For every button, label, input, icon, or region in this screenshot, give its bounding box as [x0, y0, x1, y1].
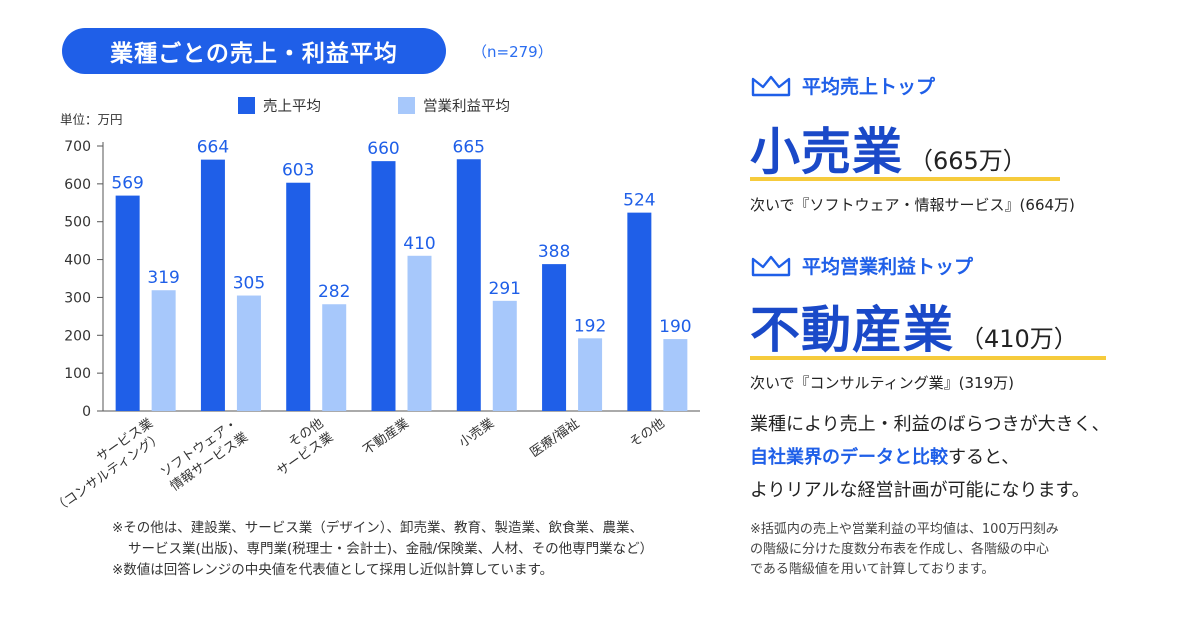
data-label: 603: [282, 161, 314, 181]
x-tick-label: 小売業: [456, 415, 497, 450]
x-tick-label: サービス業（コンサルティング）: [41, 415, 166, 516]
y-tick-label: 500: [64, 215, 91, 231]
bar-sales: [115, 195, 140, 411]
bar-profit: [151, 290, 176, 411]
profit-top-industry: 不動産業: [750, 301, 954, 359]
bar-profit: [492, 300, 517, 411]
x-tick-label: 不動産業: [360, 415, 412, 458]
data-label: 664: [197, 138, 229, 158]
bar-profit: [578, 338, 603, 411]
bar-profit: [236, 295, 261, 411]
y-tick-label: 100: [64, 366, 91, 382]
profit-top-underline: [750, 356, 1106, 360]
x-tick-label: ソフトウェア・情報サービス業: [158, 416, 251, 494]
profit-top-heading: 平均営業利益トップ: [750, 252, 973, 279]
data-label: 665: [453, 137, 485, 157]
bar-sales: [627, 212, 652, 411]
y-axis-unit-label: 単位：万円: [60, 112, 123, 127]
legend-swatch: [238, 97, 255, 114]
chart-note-line: ※数値は回答レンジの中央値を代表値として採用し近似計算しています。: [112, 562, 554, 578]
chart-notes: ※その他は、建設業、サービス業（デザイン）、卸売業、教育、製造業、飲食業、農業、…: [112, 518, 653, 581]
x-tick-label: 医療/福祉: [528, 416, 583, 461]
legend-swatch: [398, 97, 415, 114]
y-tick-label: 400: [64, 253, 91, 269]
data-label: 282: [318, 282, 350, 302]
sales-top-underline: [750, 177, 1060, 181]
method-note-line: ※括弧内の売上や営業利益の平均値は、100万円刻み: [750, 522, 1059, 537]
summary-highlight: 自社業界のデータと比較: [750, 447, 948, 468]
chart-note-line: ※その他は、建設業、サービス業（デザイン）、卸売業、教育、製造業、飲食業、農業、: [112, 520, 644, 536]
summary-line: よりリアルな経営計画が可能になります。: [750, 480, 1090, 501]
bar-sales: [542, 264, 567, 411]
method-note: ※括弧内の売上や営業利益の平均値は、100万円刻み の階級に分けた度数分布表を作…: [750, 520, 1059, 580]
y-tick-label: 0: [82, 404, 91, 420]
bar-sales: [286, 182, 311, 411]
data-label: 388: [538, 242, 570, 262]
crown-icon: [751, 75, 791, 96]
chart-title: 業種ごとの売上・利益平均: [62, 28, 446, 74]
bar-sales: [200, 159, 225, 411]
legend-label: 売上平均: [263, 98, 321, 115]
data-label: 410: [403, 234, 435, 254]
x-tick-label-line: 不動産業: [360, 415, 412, 458]
x-tick-label: その他サービス業: [265, 416, 337, 480]
sales-top-heading-label: 平均売上トップ: [802, 76, 936, 98]
chart-note-line: サービス業(出版)、専門業(税理士・会計士)、金融/保険業、人材、その他専門業な…: [128, 541, 654, 557]
summary-line: 自社業界のデータと比較すると、: [750, 441, 1110, 474]
profit-runner-up: 次いで『コンサルティング業』(319万): [750, 374, 1014, 392]
y-tick-label: 700: [64, 139, 91, 155]
bar-chart: 単位：万円 売上平均 営業利益平均 0 100 200 300 400 500 600 700 569…: [41, 97, 700, 516]
data-label: 319: [147, 268, 179, 288]
sample-size: （n=279）: [472, 43, 553, 61]
bar-profit: [322, 304, 347, 411]
data-label: 305: [233, 274, 265, 294]
data-label: 569: [111, 174, 143, 194]
x-tick-label-line: 医療/福祉: [528, 416, 583, 461]
profit-top-result: 不動産業 （410万）: [750, 290, 1078, 362]
y-tick-label: 300: [64, 290, 91, 306]
x-tick-label-line: 小売業: [456, 415, 497, 450]
sales-top-heading: 平均売上トップ: [750, 72, 935, 99]
data-label: 190: [659, 317, 691, 337]
data-label: 192: [574, 316, 606, 336]
method-note-line: である階級値を用いて計算しております。: [750, 562, 995, 577]
sales-top-industry: 小売業: [750, 123, 903, 181]
x-tick-label-line: その他: [627, 416, 668, 451]
summary-text: 業種により売上・利益のばらつきが大きく、 自社業界のデータと比較すると、 よりリ…: [750, 408, 1110, 507]
data-label: 524: [623, 191, 655, 211]
legend-label: 営業利益平均: [423, 98, 510, 115]
bar-sales: [371, 161, 396, 411]
y-tick-label: 600: [64, 177, 91, 193]
summary-line-rest: すると、: [948, 447, 1020, 468]
profit-top-amount: （410万）: [960, 325, 1078, 353]
y-tick-label: 200: [64, 328, 91, 344]
bar-profit: [663, 339, 688, 411]
sales-top-amount: （665万）: [909, 147, 1027, 175]
profit-top-heading-label: 平均営業利益トップ: [802, 256, 974, 278]
x-tick-label: その他: [627, 416, 668, 451]
sales-runner-up: 次いで『ソフトウェア・情報サービス』(664万): [750, 196, 1075, 214]
bar-sales: [456, 159, 481, 411]
method-note-line: の階級に分けた度数分布表を作成し、各階級の中心: [750, 542, 1050, 557]
data-label: 291: [489, 279, 521, 299]
data-label: 660: [367, 139, 399, 159]
sales-top-result: 小売業 （665万）: [750, 112, 1027, 184]
crown-icon: [751, 255, 791, 276]
summary-line: 業種により売上・利益のばらつきが大きく、: [750, 414, 1110, 435]
bar-profit: [407, 255, 432, 411]
